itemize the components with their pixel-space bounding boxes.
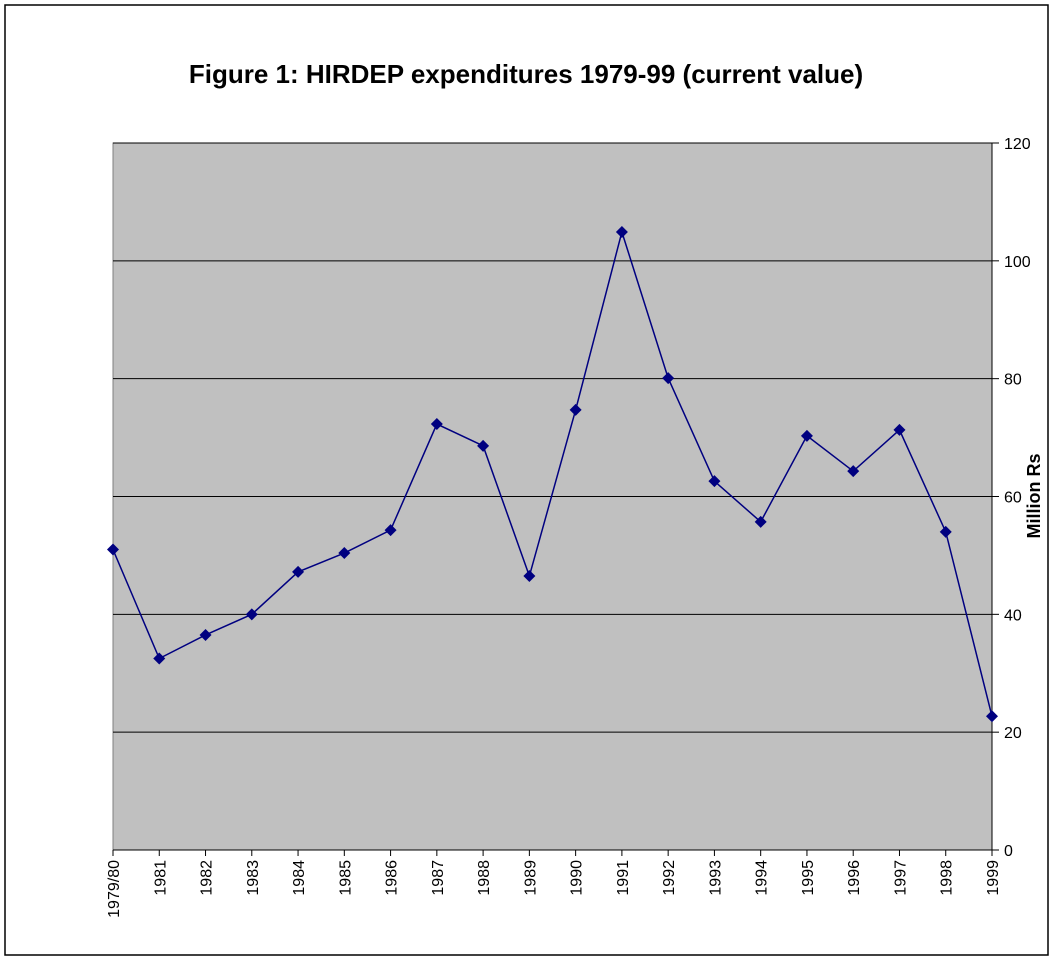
x-tick-label: 1982 [199,860,216,896]
x-tick-label: 1994 [754,860,771,896]
y-tick-label: 0 [1004,843,1013,860]
x-tick-label: 1996 [846,860,863,896]
x-tick-label: 1986 [384,860,401,896]
x-tick-label: 1979/80 [106,860,123,918]
x-tick-label: 1990 [569,860,586,896]
x-tick-label: 1988 [476,860,493,896]
y-tick-label: 80 [1004,372,1022,389]
chart-title: Figure 1: HIRDEP expenditures 1979-99 (c… [189,59,863,89]
y-tick-label: 60 [1004,490,1022,507]
data-point [754,515,767,528]
y-tick-label: 40 [1004,607,1022,624]
y-tick-label: 120 [1004,136,1031,153]
x-tick-label: 1981 [152,860,169,896]
data-point [523,570,536,583]
data-point [615,225,628,238]
data-point [847,465,860,478]
x-tick-label: 1985 [337,860,354,896]
y-tick-label: 20 [1004,725,1022,742]
data-point [893,423,906,436]
data-point [245,608,258,621]
data-point [430,418,443,431]
data-point [107,543,119,556]
data-point [800,429,813,442]
x-tick-label: 1983 [245,860,262,896]
data-point [708,475,721,488]
data-point [199,628,212,641]
data-point [662,372,675,385]
y-tick-label: 100 [1004,254,1031,271]
data-point [986,710,998,723]
data-point [384,524,397,537]
data-point [939,525,952,538]
x-tick-label: 1991 [615,860,632,896]
data-point [153,652,166,665]
y-axis-label: Million Rs [1024,454,1044,539]
x-tick-label: 1998 [939,860,956,896]
x-tick-label: 1995 [800,860,817,896]
data-point [569,403,582,416]
x-tick-label: 1997 [892,860,909,896]
x-tick-label: 1989 [522,860,539,896]
data-point [292,565,305,578]
x-tick-label: 1992 [661,860,678,896]
data-point [477,439,490,452]
x-tick-label: 1999 [985,860,1002,896]
x-tick-label: 1987 [430,860,447,896]
data-line [112,229,993,717]
x-tick-label: 1993 [707,860,724,896]
x-tick-label: 1984 [291,860,308,896]
data-point [338,547,351,560]
